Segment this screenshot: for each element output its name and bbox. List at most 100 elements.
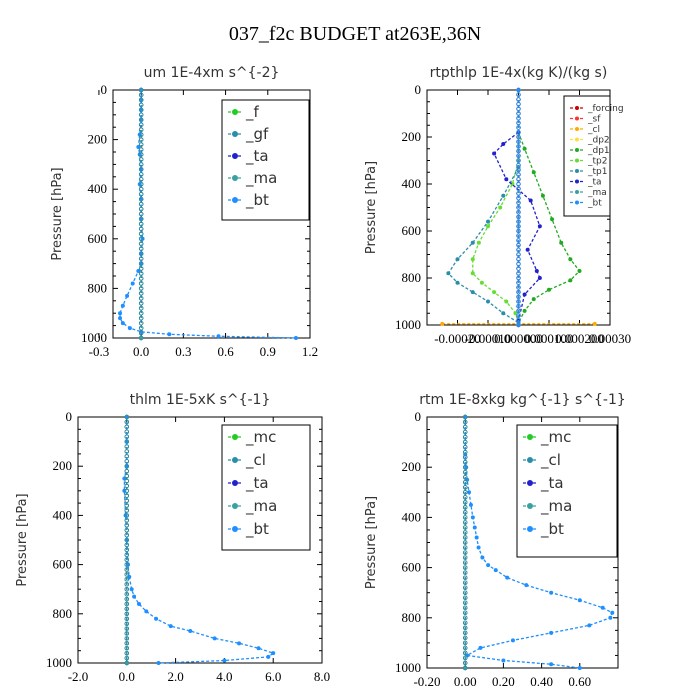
y-tick-label: 200 — [402, 459, 422, 474]
data-point — [522, 292, 527, 297]
data-point — [463, 535, 468, 540]
data-point — [124, 650, 129, 656]
legend-marker — [232, 434, 238, 440]
legend-marker — [575, 158, 579, 163]
legend-box — [563, 95, 611, 217]
data-point — [463, 439, 468, 445]
y-tick-label: 1000 — [395, 660, 421, 675]
data-point — [463, 424, 468, 430]
data-point — [139, 88, 144, 92]
data-point — [463, 520, 468, 525]
data-point — [470, 257, 475, 262]
chart-panel: thlm 1E-5xK s^{-1} Pressure [hPa] 0 200 400 6… — [15, 392, 330, 684]
legend-label: _ma — [245, 169, 277, 188]
data-point — [516, 111, 521, 116]
data-point — [516, 148, 521, 154]
data-point — [516, 172, 521, 177]
x-tick-label: -2.0 — [68, 669, 89, 684]
data-point — [138, 216, 144, 222]
data-point — [516, 106, 521, 111]
legend-marker — [575, 179, 579, 184]
data-point — [124, 655, 129, 661]
data-point — [138, 137, 144, 142]
data-point — [486, 224, 490, 229]
legend-label: _forcing — [587, 104, 624, 114]
y-tick-label: 600 — [402, 223, 422, 238]
data-point — [130, 281, 135, 286]
legend-label: _dp2 — [587, 136, 610, 146]
data-point — [212, 636, 217, 641]
data-point — [455, 257, 460, 262]
data-point — [516, 299, 521, 304]
y-tick-label: 0 — [101, 82, 108, 97]
data-point — [237, 641, 242, 646]
data-point — [510, 638, 515, 643]
data-point — [124, 464, 129, 469]
x-tick-label: 4.0 — [216, 669, 232, 684]
data-point — [124, 606, 129, 612]
x-tick-label: -0.20 — [413, 674, 440, 689]
data-point — [118, 311, 123, 316]
data-point — [516, 275, 521, 281]
data-point — [463, 575, 468, 580]
data-point — [463, 666, 468, 670]
data-point — [463, 665, 468, 671]
data-point — [476, 240, 481, 245]
data-point — [540, 193, 545, 198]
data-point — [463, 545, 468, 550]
y-tick-label: 800 — [88, 280, 108, 295]
data-point — [124, 646, 129, 651]
data-point — [138, 286, 144, 291]
data-point — [138, 127, 144, 132]
data-point — [124, 513, 129, 518]
data-point — [465, 477, 470, 482]
data-point — [124, 508, 129, 513]
legend-marker — [575, 148, 579, 152]
data-point — [463, 605, 468, 610]
data-point — [516, 191, 521, 196]
data-point — [138, 92, 144, 98]
data-point — [139, 329, 144, 334]
data-point — [124, 454, 129, 459]
data-point — [463, 510, 468, 515]
data-point — [516, 247, 521, 252]
data-point — [168, 624, 173, 629]
data-point — [516, 261, 521, 267]
legend-marker — [527, 480, 533, 486]
data-point — [124, 547, 129, 553]
data-point — [124, 498, 129, 503]
data-point — [124, 483, 129, 489]
x-tick-label: 0.3 — [175, 344, 191, 359]
data-point — [474, 535, 479, 540]
data-point — [516, 285, 521, 290]
chart-panels: um 1E-4xm s^{-2} Pressure [hPa] 0 200 400 600… — [15, 65, 631, 689]
data-point — [118, 316, 123, 321]
x-tick-label: 0.000100 — [525, 331, 574, 346]
legend-label: _bt — [540, 520, 564, 539]
data-point — [559, 240, 564, 245]
y-tick-label: 800 — [402, 270, 422, 285]
data-point — [463, 615, 468, 620]
data-point — [124, 567, 129, 572]
data-point — [463, 540, 468, 545]
data-point — [124, 459, 129, 464]
y-tick-label: 1000 — [46, 655, 72, 670]
data-point — [472, 525, 477, 530]
legend-marker — [527, 434, 533, 440]
legend-label: _ma — [245, 497, 277, 516]
data-point — [136, 269, 141, 274]
data-point — [516, 162, 521, 168]
data-point — [138, 117, 144, 122]
legend-label: _bt — [587, 199, 602, 209]
data-point — [516, 214, 521, 220]
data-point — [501, 311, 506, 316]
data-point — [492, 151, 497, 156]
data-point — [216, 334, 221, 339]
data-point — [463, 585, 468, 590]
data-point — [549, 630, 554, 635]
legend-label: _bt — [245, 520, 269, 539]
data-point — [138, 147, 144, 152]
data-point — [124, 577, 129, 582]
data-point — [124, 611, 129, 616]
data-point — [516, 130, 521, 135]
